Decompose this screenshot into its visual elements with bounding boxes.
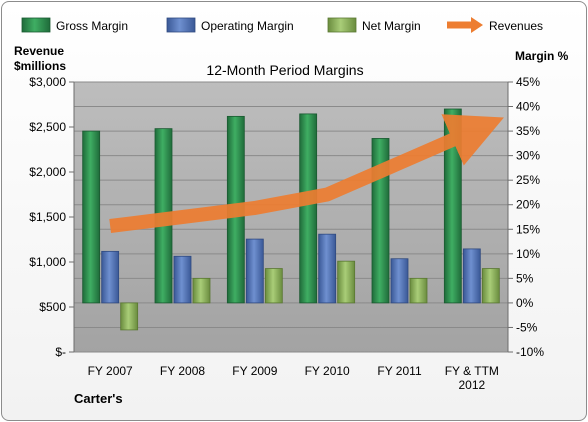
left-axis-header-line2: $millions	[14, 59, 66, 73]
bar-net-margin	[481, 268, 500, 304]
bar-operating-margin	[245, 238, 264, 304]
right-tick-label: 15%	[516, 222, 540, 236]
bar-net-margin	[120, 302, 139, 331]
legend-swatch-net-margin	[327, 17, 357, 33]
left-tick-label: $-	[55, 345, 66, 359]
revenue-line	[109, 114, 504, 233]
legend: Gross Margin Operating Margin Net Margin Re…	[21, 17, 543, 33]
legend-swatch-operating-margin	[166, 17, 196, 33]
legend-label: Operating Margin	[201, 19, 294, 33]
brand-label: Carter's	[74, 391, 123, 406]
right-axis: -10% -5% 0% 5% 10% 15% 20% 25% 30% 35% 40% 45%	[507, 75, 544, 359]
legend-label: Net Margin	[362, 19, 421, 33]
legend-swatch-gross-margin	[21, 17, 51, 33]
left-tick-label: $1,500	[29, 210, 66, 224]
bar-operating-margin	[101, 250, 120, 304]
right-tick-label: 10%	[516, 247, 540, 261]
right-tick-label: -5%	[516, 320, 538, 334]
chart-title: 12-Month Period Margins	[206, 62, 363, 78]
legend-label: Gross Margin	[56, 19, 128, 33]
left-axis-header-line1: Revenue	[14, 44, 64, 58]
bar-operating-margin	[318, 233, 337, 304]
right-tick-label: 25%	[516, 173, 540, 187]
legend-arrow-revenues	[471, 17, 483, 33]
bar-operating-margin	[390, 258, 409, 304]
bar-series	[82, 108, 500, 331]
right-axis-header: Margin %	[515, 49, 569, 63]
bar-net-margin	[264, 268, 283, 304]
bar-net-margin	[337, 260, 356, 304]
category-label: FY 2007	[88, 364, 133, 378]
left-tick-label: $3,000	[29, 75, 66, 89]
legend-label: Revenues	[489, 19, 543, 33]
bar-net-margin	[192, 277, 211, 304]
right-tick-label: 35%	[516, 124, 540, 138]
gridlines	[74, 81, 508, 353]
right-tick-label: 45%	[516, 75, 540, 89]
right-tick-label: 20%	[516, 198, 540, 212]
x-axis: FY 2007 FY 2008 FY 2009 FY 2010 FY 2011 FY & …	[88, 364, 499, 392]
category-label: FY 2008	[160, 364, 205, 378]
right-tick-label: 40%	[516, 100, 540, 114]
bar-gross-margin	[299, 113, 318, 304]
category-label: FY 2009	[232, 364, 277, 378]
category-label: 2012	[458, 378, 485, 392]
category-label: FY 2011	[377, 364, 422, 378]
right-tick-label: -10%	[516, 345, 544, 359]
right-tick-label: 30%	[516, 149, 540, 163]
bar-net-margin	[409, 277, 428, 304]
revenue-line-path	[109, 114, 504, 233]
right-tick-label: 5%	[516, 271, 534, 285]
category-label: FY 2010	[305, 364, 350, 378]
bar-operating-margin	[462, 248, 481, 304]
bar-operating-margin	[173, 255, 192, 304]
category-label: FY & TTM	[445, 364, 499, 378]
left-tick-label: $2,500	[29, 120, 66, 134]
left-axis: $- $500 $1,000 $1,500 $2,000 $2,500 $3,000	[29, 75, 75, 359]
right-tick-label: 0%	[516, 296, 534, 310]
bar-gross-margin	[82, 130, 101, 304]
left-tick-label: $2,000	[29, 165, 66, 179]
left-tick-label: $500	[39, 300, 66, 314]
left-tick-label: $1,000	[29, 255, 66, 269]
